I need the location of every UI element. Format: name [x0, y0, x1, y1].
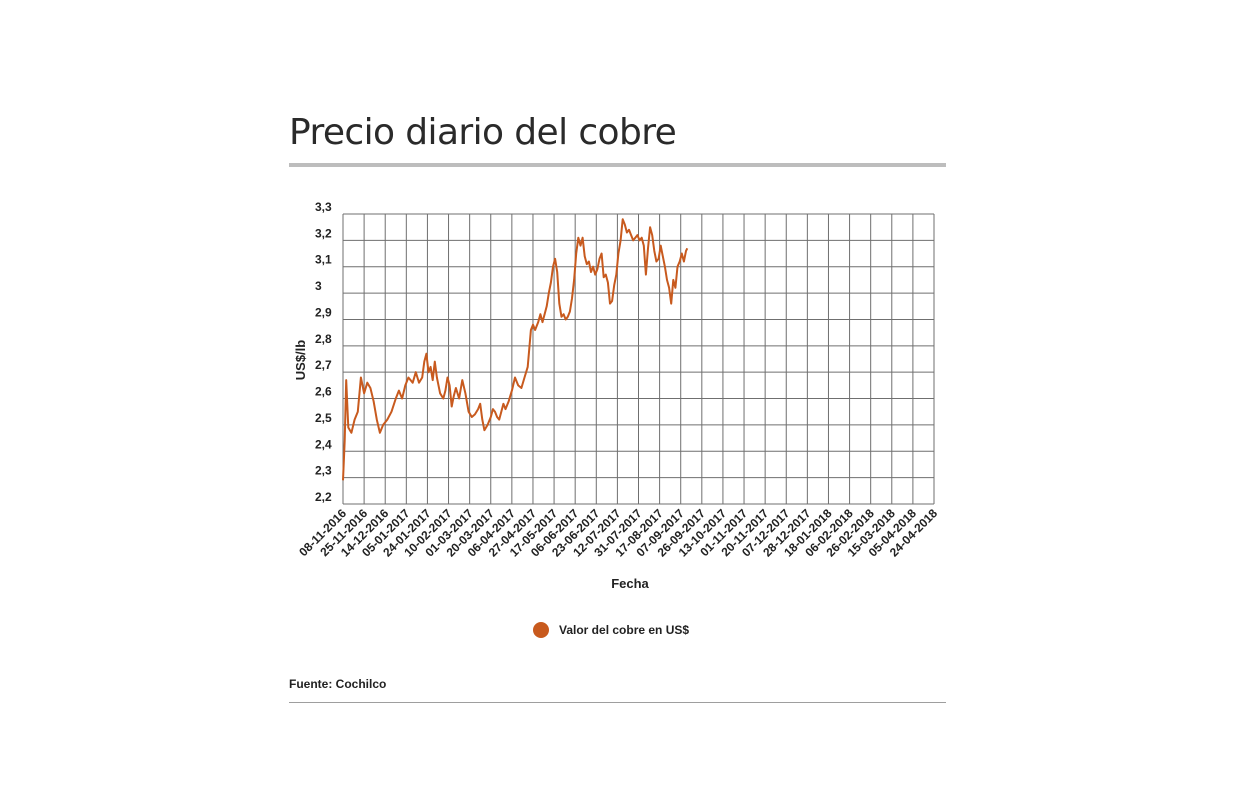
- series-line: [342, 218, 689, 481]
- y-axis-label: US$/lb: [293, 340, 308, 381]
- chart-title: Precio diario del cobre: [289, 112, 677, 153]
- x-axis-ticks: 08-11-201625-11-201614-12-201605-01-2017…: [296, 506, 940, 560]
- bottom-divider: [289, 702, 946, 703]
- title-divider: [289, 163, 946, 167]
- y-axis-ticks: 2,2 2,3 2,4 2,5 2,6 2,7 2,8 2,9 3 3,1 3,2 3,3: [315, 200, 332, 504]
- series-group: [342, 218, 689, 481]
- source-note: Fuente: Cochilco: [289, 677, 387, 691]
- y-tick-label: 2,4: [315, 437, 332, 451]
- y-tick-label: 2,9: [315, 305, 332, 319]
- y-tick-label: 2,5: [315, 411, 332, 425]
- legend-swatch: [533, 622, 549, 638]
- chart-legend: Valor del cobre en US$: [533, 622, 689, 638]
- y-tick-label: 3,2: [315, 226, 332, 240]
- y-tick-label: 3: [315, 279, 322, 293]
- y-tick-label: 2,6: [315, 385, 332, 399]
- y-tick-label: 2,8: [315, 332, 332, 346]
- chart-card: Precio diario del cobre 2,2 2,3 2,4 2,5 2,6 2…: [289, 108, 946, 708]
- y-tick-label: 3,3: [315, 200, 332, 214]
- y-tick-label: 3,1: [315, 253, 332, 267]
- y-tick-label: 2,2: [315, 490, 332, 504]
- legend-label: Valor del cobre en US$: [559, 623, 690, 637]
- line-chart: 2,2 2,3 2,4 2,5 2,6 2,7 2,8 2,9 3 3,1 3,2 3,3 08-11…: [293, 200, 940, 591]
- x-axis-label: Fecha: [611, 576, 649, 591]
- grid-lines: [342, 213, 935, 505]
- y-tick-label: 2,3: [315, 464, 332, 478]
- y-tick-label: 2,7: [315, 358, 332, 372]
